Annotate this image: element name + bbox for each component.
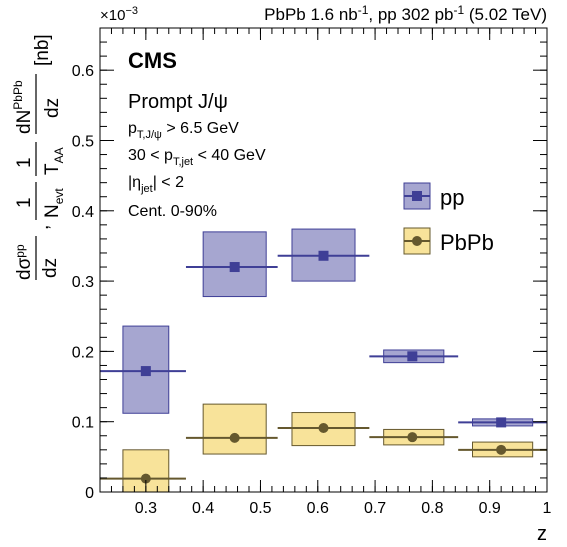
svg-text:1: 1	[14, 157, 35, 168]
svg-text:dσpp: dσpp	[13, 244, 35, 280]
svg-text:dNPbPb: dNPbPb	[11, 80, 35, 134]
pbpb-point	[407, 432, 418, 443]
svg-text:dz: dz	[40, 258, 61, 278]
cut-pt-jet: 30 < pT,jet < 40 GeV	[128, 147, 266, 168]
legend-pbpb-marker	[412, 236, 422, 246]
systematic-boxes	[122, 228, 534, 493]
pp-point	[407, 351, 418, 362]
y-tick-label: 0.2	[72, 344, 94, 361]
y-tick-label: 0.6	[72, 63, 94, 80]
pp-point	[496, 417, 507, 428]
pbpb-point	[496, 444, 507, 455]
x-axis: 0.3 0.4 0.5 0.6 0.7 0.8 0.9 1	[99, 28, 552, 517]
x-tick-label: 0.7	[364, 500, 386, 517]
centrality-label: Cent. 0-90%	[128, 203, 217, 220]
pp-point	[140, 366, 151, 377]
pbpb-point	[229, 432, 240, 443]
cut-pt-jpsi: pT,J/ψ > 6.5 GeV	[128, 120, 239, 141]
y-axis-title: dσpp dz , 1 Nevt 1 TAA dNPbPb dz [nb]	[11, 34, 66, 280]
x-tick-label: 1	[543, 500, 552, 517]
svg-text:,: ,	[32, 225, 53, 230]
x-tick-label: 0.3	[135, 500, 157, 517]
experiment-label: CMS	[128, 48, 177, 73]
pp-point	[229, 262, 240, 273]
y-tick-label: 0.4	[72, 204, 94, 221]
process-label: Prompt J/ψ	[128, 91, 228, 113]
svg-text:TAA: TAA	[42, 147, 66, 175]
legend-pp-label: pp	[440, 185, 464, 210]
x-tick-label: 0.8	[421, 500, 443, 517]
y-axis: 0 0.1 0.2 0.3 0.4 0.5 0.6	[72, 41, 547, 502]
y-tick-label: 0	[85, 485, 94, 502]
plot-frame	[99, 27, 548, 493]
data-markers	[100, 250, 547, 484]
pbpb-point	[318, 423, 329, 434]
legend-pbpb-label: PbPb	[440, 230, 494, 255]
cut-eta: |ηjet| < 2	[128, 174, 184, 195]
pbpb-point	[140, 473, 151, 484]
pbpb-syst-box	[202, 403, 267, 455]
legend: pp PbPb	[403, 182, 494, 255]
legend-pp-marker	[412, 191, 422, 201]
x-tick-label: 0.5	[249, 500, 271, 517]
x-tick-label: 0.4	[192, 500, 214, 517]
pp-point	[318, 250, 329, 261]
y-tick-label: 0.3	[72, 274, 94, 291]
y-exponent-label: ×10−3	[100, 5, 138, 24]
y-tick-label: 0.1	[72, 415, 94, 432]
x-tick-label: 0.6	[307, 500, 329, 517]
svg-text:1: 1	[14, 197, 35, 208]
svg-text:dz: dz	[42, 98, 63, 118]
x-tick-label: 0.9	[479, 500, 501, 517]
svg-text:Nevt: Nevt	[42, 188, 66, 218]
svg-text:[nb]: [nb]	[32, 34, 53, 66]
lumi-header: PbPb 1.6 nb-1, pp 302 pb-1 (5.02 TeV)	[264, 3, 547, 24]
x-axis-title: z	[537, 523, 547, 545]
y-tick-label: 0.5	[72, 133, 94, 150]
